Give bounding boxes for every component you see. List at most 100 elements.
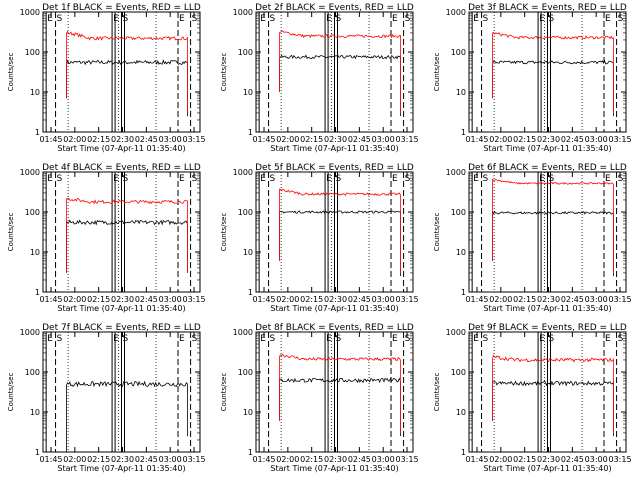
marker-label: S [618,334,624,344]
x-tick-label: 02:30 [537,135,560,144]
x-tick-label: 02:15 [87,135,110,144]
marker-label: E [113,14,119,24]
x-tick-label: 02:15 [513,455,536,464]
marker-label: E [473,174,479,184]
x-tick-label: 03:15 [609,295,632,304]
marker-label: S [270,174,276,184]
marker-label: E [179,14,185,24]
y-axis-label: Counts/sec [433,53,441,92]
x-tick-label: 02:30 [324,295,347,304]
marker-label: E [47,334,53,344]
y-tick-label: 100 [451,368,466,377]
chart-panel-8: Det 8f BLACK = Events, RED = LLD 1 10 100 10… [220,323,419,473]
y-tick-label: 1000 [446,328,466,337]
events-series-line [279,210,401,277]
chart-panel-4: Det 4f BLACK = Events, RED = LLD 1 10 100 10… [7,163,206,313]
marker-label: E [392,334,398,344]
marker-label: E [392,174,398,184]
marker-label: E [179,334,185,344]
x-tick-label: 02:45 [561,135,584,144]
x-tick-label: 03:00 [372,295,395,304]
y-axis-label: Counts/sec [433,213,441,252]
x-tick-label: 01:45 [39,455,62,464]
y-tick-label: 1 [35,288,40,297]
x-tick-label: 02:45 [561,455,584,464]
x-axis-label: Start Time (07-Apr-11 01:35:40) [270,464,398,473]
y-tick-label: 1000 [233,8,253,17]
x-tick-label: 03:00 [585,455,608,464]
x-tick-label: 02:45 [348,455,371,464]
x-tick-label: 03:15 [183,295,206,304]
x-tick-label: 01:45 [252,295,275,304]
x-tick-label: 02:00 [489,455,512,464]
y-tick-label: 10 [456,248,466,257]
marker-label: S [57,174,63,184]
y-tick-label: 1 [35,128,40,137]
chart-title: Det 9f BLACK = Events, RED = LLD [468,323,627,333]
chart-panel-6: Det 6f BLACK = Events, RED = LLD 1 10 100 10… [433,163,632,313]
chart-title: Det 1f BLACK = Events, RED = LLD [42,3,201,13]
marker-label: S [483,174,489,184]
x-tick-label: 03:00 [159,295,182,304]
x-tick-label: 02:00 [489,295,512,304]
x-tick-label: 01:45 [39,135,62,144]
marker-label: S [618,174,624,184]
marker-label: S [336,14,342,24]
x-tick-label: 02:00 [63,455,86,464]
events-series-line [492,59,614,117]
x-axis-label: Start Time (07-Apr-11 01:35:40) [57,144,185,153]
lld-series-line [492,31,614,113]
marker-label: E [473,14,479,24]
events-series-line [66,219,188,273]
marker-label: E [539,14,545,24]
chart-title: Det 6f BLACK = Events, RED = LLD [468,163,627,173]
y-tick-label: 1 [461,448,466,457]
x-tick-label: 03:15 [183,135,206,144]
y-tick-label: 1000 [233,328,253,337]
x-tick-label: 02:30 [537,295,560,304]
marker-label: S [270,14,276,24]
x-axis-label: Start Time (07-Apr-11 01:35:40) [483,304,611,313]
chart-panel-3: Det 3f BLACK = Events, RED = LLD 1 10 100 10… [433,3,632,153]
y-axis-label: Counts/sec [220,213,228,252]
y-tick-label: 10 [243,408,253,417]
chart-panel-5: Det 5f BLACK = Events, RED = LLD 1 10 100 10… [220,163,419,313]
x-tick-label: 03:00 [372,135,395,144]
x-tick-label: 02:00 [276,135,299,144]
marker-label: S [549,174,555,184]
y-axis-label: Counts/sec [7,53,15,92]
y-tick-label: 1 [248,288,253,297]
x-tick-label: 01:45 [252,455,275,464]
x-tick-label: 02:45 [135,295,158,304]
y-axis-label: Counts/sec [220,373,228,412]
y-tick-label: 10 [243,248,253,257]
x-tick-label: 02:45 [135,455,158,464]
x-tick-label: 02:30 [324,135,347,144]
y-tick-label: 100 [238,368,253,377]
marker-label: E [605,334,611,344]
x-tick-label: 03:00 [585,295,608,304]
marker-label: S [483,14,489,24]
marker-label: E [326,174,332,184]
chart-title: Det 3f BLACK = Events, RED = LLD [468,3,627,13]
marker-label: S [405,174,411,184]
chart-panel-1: Det 1f BLACK = Events, RED = LLD 1 10 100 10… [7,3,206,153]
marker-label: S [336,334,342,344]
x-tick-label: 02:15 [300,135,323,144]
marker-label: E [179,174,185,184]
x-axis-label: Start Time (07-Apr-11 01:35:40) [483,144,611,153]
chart-title: Det 8f BLACK = Events, RED = LLD [255,323,414,333]
y-tick-label: 100 [238,48,253,57]
events-series-line [66,380,188,452]
x-tick-label: 01:45 [465,455,488,464]
y-tick-label: 10 [456,88,466,97]
x-axis-label: Start Time (07-Apr-11 01:35:40) [270,304,398,313]
y-axis-label: Counts/sec [433,373,441,412]
marker-label: E [392,14,398,24]
marker-label: S [57,14,63,24]
marker-label: S [123,334,129,344]
y-tick-label: 100 [25,368,40,377]
x-tick-label: 02:30 [111,455,134,464]
y-tick-label: 1000 [446,8,466,17]
x-tick-label: 02:15 [87,455,110,464]
